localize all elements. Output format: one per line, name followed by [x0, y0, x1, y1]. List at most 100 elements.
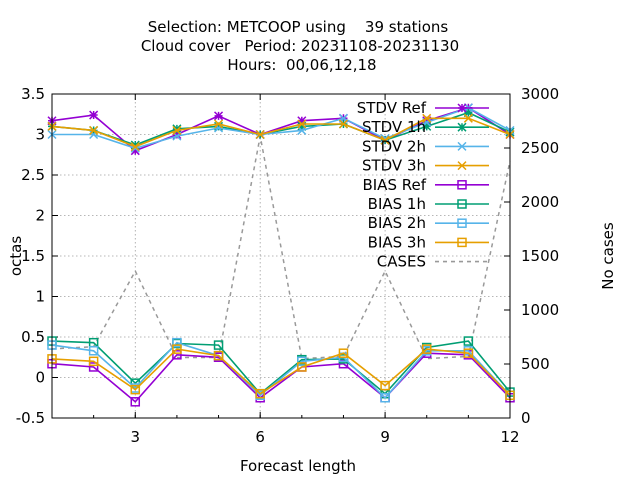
data-point	[89, 125, 99, 135]
data-point	[380, 393, 390, 403]
data-point	[214, 121, 224, 131]
data-point	[380, 134, 390, 144]
data-point	[130, 146, 140, 156]
grid	[52, 94, 510, 418]
legend-item: STDV Ref	[357, 99, 489, 117]
legend-label: BIAS Ref	[362, 176, 426, 194]
y2-tick-label: 1000	[521, 301, 559, 319]
y-tick-label: 3	[35, 126, 45, 144]
series-line	[51, 341, 511, 399]
chart-title-line-2: Cloud cover Period: 20231108-20231130	[141, 37, 459, 55]
data-point	[214, 111, 224, 121]
data-point	[297, 362, 307, 372]
y-tick-label: 0	[35, 369, 45, 387]
series-line	[52, 106, 511, 150]
legend-item: BIAS Ref	[362, 176, 489, 194]
data-point	[172, 337, 182, 348]
data-point	[255, 129, 265, 140]
legend-marker	[457, 103, 467, 113]
chart-title-line-1: Selection: METCOOP using 39 stations	[148, 18, 449, 36]
data-point	[214, 119, 224, 129]
series-line	[51, 340, 511, 395]
legend-item: STDV 3h	[362, 157, 489, 175]
legend-item: STDV 2h	[362, 137, 489, 155]
data-point	[172, 125, 182, 135]
legend-marker	[457, 218, 467, 228]
data-point	[297, 121, 307, 131]
y2-tick-label: 2500	[521, 139, 559, 157]
data-point	[421, 344, 432, 354]
y-tick-label: 1	[35, 288, 45, 306]
y2-tick-label: 1500	[521, 247, 559, 265]
x-tick-label: 3	[130, 428, 140, 446]
plot-frame	[51, 93, 511, 419]
data-point	[130, 140, 140, 150]
data-point	[380, 380, 390, 391]
y2-tick-label: 500	[521, 355, 550, 373]
series-line	[51, 352, 511, 403]
series-line	[51, 348, 511, 396]
y2-tick-label: 0	[521, 409, 531, 427]
data-point	[338, 348, 349, 358]
y-tick-label: 3.5	[21, 85, 45, 103]
data-point	[130, 142, 140, 152]
legend-item: STDV 1h	[362, 118, 489, 136]
legend-marker	[457, 122, 467, 132]
series-line	[51, 135, 511, 360]
data-point	[297, 119, 307, 129]
legend-marker	[457, 180, 467, 190]
series-bias-2h	[47, 337, 515, 403]
y-tick-label: 2.5	[21, 166, 45, 184]
data-point	[338, 119, 348, 129]
y-tick-label: 2	[35, 207, 45, 225]
legend-label: STDV Ref	[357, 99, 427, 117]
legend-label: BIAS 1h	[368, 195, 426, 213]
legend-label: STDV 2h	[362, 137, 426, 155]
legend-item: BIAS 1h	[368, 195, 489, 213]
series-line	[51, 117, 511, 148]
legend-label: STDV 1h	[362, 118, 426, 136]
legend-label: BIAS 3h	[368, 233, 426, 251]
legend-marker	[457, 199, 467, 209]
y-tick-label: 0.5	[21, 328, 45, 346]
data-point	[88, 362, 99, 372]
data-point	[463, 348, 474, 358]
y-axis-label: octas	[7, 236, 25, 276]
data-point	[422, 116, 432, 126]
data-point	[463, 113, 473, 123]
data-point	[88, 356, 99, 367]
series-line	[51, 111, 511, 146]
y2-tick-label: 3000	[521, 85, 559, 103]
data-point	[297, 125, 307, 135]
data-point	[297, 356, 307, 367]
series-stdv-3h	[47, 113, 515, 152]
legend-item: BIAS 2h	[368, 214, 489, 232]
x-axis-label: Forecast length	[240, 457, 356, 475]
legend-item: CASES	[377, 253, 489, 271]
legend-label: CASES	[377, 253, 426, 271]
y-tick-label: 1.5	[21, 247, 45, 265]
axis-ticks: -0.5 0 0.5 1 1.5 2 2.5 3 3.5 0 500 1000 1500 2000 2500…	[16, 85, 559, 446]
x-tick-label: 6	[255, 428, 265, 446]
data-point	[213, 340, 224, 350]
y2-axis-label: No cases	[599, 222, 617, 290]
data-point	[463, 336, 474, 346]
series-bias-1h	[47, 336, 515, 399]
data-point	[172, 344, 182, 354]
legend-marker	[457, 237, 467, 248]
data-point	[422, 121, 432, 131]
data-point	[297, 116, 307, 126]
series-bias-3h	[47, 344, 515, 401]
data-point	[463, 108, 473, 118]
data-point	[172, 129, 182, 140]
data-point	[172, 350, 182, 360]
data-point	[422, 113, 432, 123]
x-tick-label: 12	[500, 428, 519, 446]
legend-marker	[457, 141, 467, 151]
x-tick-label: 9	[380, 428, 390, 446]
data-point	[130, 397, 141, 407]
data-point	[88, 346, 99, 356]
